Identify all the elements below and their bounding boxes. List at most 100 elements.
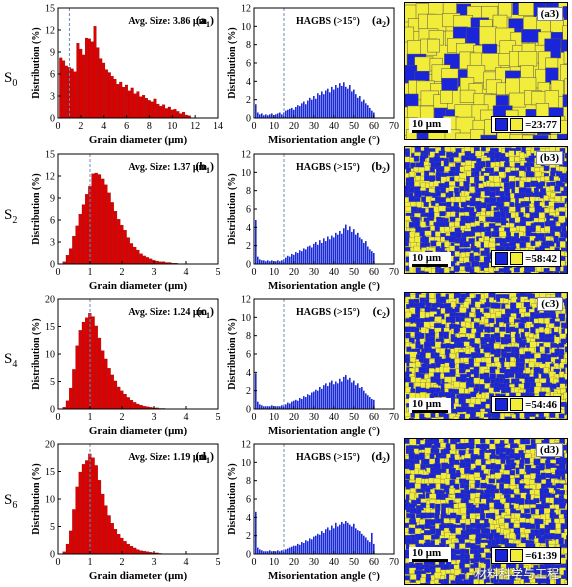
grain [434, 442, 441, 448]
grain [503, 316, 510, 324]
x-tick-label: 8 [147, 121, 152, 132]
grain [420, 464, 426, 470]
panel-label: (d1) [195, 449, 214, 465]
y-tick-label: 10 [241, 313, 251, 324]
grain-size-chart-d1: 0 1 2 3 4 5 0 5 10 15 20 Grain diameter (μm) Distrib… [31, 440, 221, 583]
data-bar [144, 98, 148, 119]
data-bar [363, 535, 365, 554]
x-tick-label: 20 [289, 267, 299, 278]
data-bar [129, 546, 134, 555]
grain [445, 357, 451, 364]
data-bar [337, 383, 339, 409]
grain [480, 439, 486, 444]
x-tick-label: 2 [120, 557, 125, 568]
chart-annotation: Avg. Size: 1.37 μm [128, 162, 207, 173]
data-bar [277, 113, 279, 118]
data-bar [301, 542, 303, 554]
grain [565, 388, 567, 396]
grain [429, 336, 435, 343]
grain [441, 77, 458, 91]
grain [496, 527, 502, 533]
chart-annotation: HAGBS (>15°) [296, 307, 360, 318]
grain [513, 503, 520, 509]
misorientation-chart-b2: 0 10 20 30 40 50 60 70 0 2 4 6 8 10 12 Misorientation a… [227, 150, 399, 293]
blue-phase-swatch [495, 549, 509, 562]
x-tick-label: 50 [349, 412, 359, 423]
grain [566, 166, 567, 174]
grain [558, 537, 564, 545]
grain [448, 180, 457, 186]
data-bar [371, 398, 373, 409]
data-bar [351, 91, 353, 118]
grain [405, 416, 411, 419]
x-tick-label: 10 [269, 121, 279, 132]
data-bar [107, 515, 111, 555]
data-bar [133, 547, 137, 555]
data-bar [329, 92, 331, 118]
grain [559, 583, 567, 584]
yellow-phase-swatch [510, 118, 524, 131]
panel-label: (a2) [372, 13, 390, 29]
data-bar [365, 103, 367, 118]
grain-size-chart-c1: 0 1 2 3 4 5 0 5 10 15 20 Grain diameter (μm) Distrib… [31, 295, 221, 438]
data-bar [299, 250, 301, 264]
data-bar [79, 48, 83, 119]
grain [493, 270, 502, 273]
grain [560, 64, 567, 82]
grain [430, 528, 436, 535]
data-bar [136, 549, 140, 555]
grain [506, 270, 512, 273]
grain [448, 574, 455, 581]
grain [565, 218, 567, 225]
data-bar [263, 260, 265, 264]
data-bar [255, 220, 257, 264]
grain [405, 386, 412, 393]
grain [564, 147, 567, 154]
data-bar [327, 88, 329, 118]
grain [420, 583, 427, 584]
x-axis-label: Grain diameter (μm) [89, 134, 188, 146]
data-bar [291, 107, 293, 118]
y-tick-label: 8 [246, 331, 251, 342]
grain [434, 186, 440, 192]
data-bar [321, 91, 323, 118]
grain [564, 328, 567, 335]
grain [434, 533, 441, 539]
grain [485, 160, 491, 168]
grain [498, 231, 507, 238]
panel-label: (d3) [536, 443, 563, 457]
data-bar [293, 545, 295, 554]
grain [518, 341, 526, 348]
grain [405, 236, 410, 243]
x-tick-label: 1 [88, 412, 93, 423]
grain [444, 166, 450, 172]
grain [409, 357, 416, 363]
data-bar [96, 47, 100, 119]
grain [559, 202, 565, 208]
grain [428, 211, 435, 218]
x-tick-label: 0 [252, 412, 257, 423]
data-bar [277, 406, 279, 409]
plot-frame [57, 153, 219, 265]
data-bar [64, 65, 68, 119]
data-bar [363, 390, 365, 409]
data-bar [313, 96, 315, 118]
grain [559, 241, 567, 248]
data-bar [265, 406, 267, 409]
data-bar [329, 382, 331, 409]
grain [469, 442, 475, 450]
grain [508, 316, 515, 323]
data-bar [133, 402, 137, 410]
data-bar [293, 400, 295, 409]
data-bar [311, 539, 313, 554]
y-tick-label: 5 [50, 377, 55, 388]
data-bar [279, 406, 281, 409]
grain [453, 503, 460, 509]
grain [528, 347, 535, 353]
grain [528, 361, 535, 368]
data-bar [357, 530, 359, 554]
grain [565, 398, 567, 404]
grain [453, 416, 459, 419]
grain [459, 562, 465, 569]
grain [565, 336, 567, 344]
